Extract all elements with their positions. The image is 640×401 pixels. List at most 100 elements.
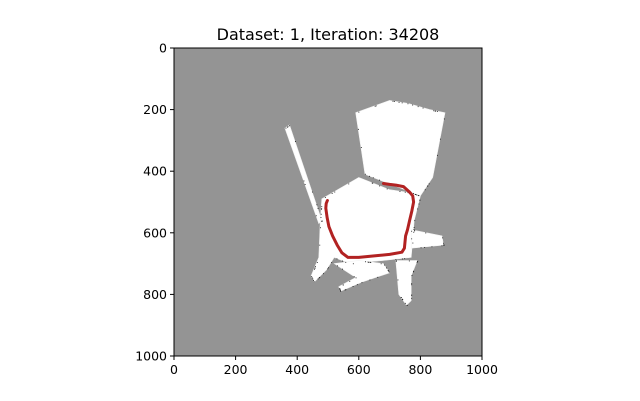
obstacle-speckle (319, 244, 321, 246)
obstacle-speckle (303, 180, 305, 182)
obstacle-speckle (411, 294, 413, 296)
obstacle-speckle (379, 185, 381, 187)
obstacle-speckle (399, 191, 401, 192)
obstacle-speckle (440, 138, 441, 140)
obstacle-speckle (419, 200, 421, 201)
obstacle-speckle (417, 208, 419, 210)
obstacle-speckle (289, 125, 290, 127)
obstacle-speckle (433, 110, 435, 112)
obstacle-speckle (435, 110, 436, 112)
x-tick-label: 200 (224, 362, 248, 377)
obstacle-speckle (395, 259, 397, 261)
obstacle-speckle (321, 206, 323, 208)
obstacle-speckle (414, 230, 416, 232)
obstacle-speckle (443, 244, 445, 246)
obstacle-speckle (412, 104, 414, 106)
y-tick-label: 1000 (135, 349, 167, 364)
obstacle-speckle (348, 183, 350, 185)
obstacle-speckle (404, 302, 406, 304)
obstacle-speckle (443, 245, 445, 246)
obstacle-speckle (404, 258, 406, 260)
obstacle-speckle (413, 270, 415, 272)
obstacle-speckle (406, 305, 408, 306)
obstacle-speckle (443, 118, 445, 120)
obstacle-speckle (407, 192, 409, 194)
obstacle-speckle (287, 126, 289, 128)
obstacle-speckle (320, 213, 322, 215)
obstacle-speckle (401, 102, 403, 104)
obstacle-speckle (397, 279, 399, 281)
obstacle-speckle (315, 215, 317, 217)
obstacle-speckle (411, 275, 413, 276)
obstacle-speckle (424, 189, 426, 191)
obstacle-speckle (422, 107, 424, 109)
obstacle-speckle (365, 261, 366, 263)
obstacle-speckle (370, 262, 372, 263)
obstacle-speckle (371, 182, 373, 184)
obstacle-speckle (352, 263, 354, 265)
obstacle-speckle (427, 185, 429, 187)
free-space-region (395, 260, 418, 306)
obstacle-speckle (311, 277, 313, 279)
obstacle-speckle (328, 267, 329, 269)
obstacle-speckle (336, 258, 338, 260)
obstacle-speckle (304, 184, 306, 185)
obstacle-speckle (411, 238, 413, 240)
obstacle-speckle (358, 128, 359, 130)
obstacle-speckle (321, 220, 323, 222)
obstacle-speckle (424, 247, 426, 248)
obstacle-speckle (352, 286, 354, 287)
obstacle-speckle (372, 182, 374, 184)
obstacle-speckle (314, 268, 315, 270)
x-tick-label: 600 (347, 362, 371, 377)
obstacle-speckle (317, 278, 319, 280)
obstacle-speckle (311, 276, 313, 278)
obstacle-speckle (339, 288, 341, 289)
obstacle-speckle (364, 173, 366, 175)
obstacle-speckle (334, 191, 336, 193)
obstacle-speckle (416, 261, 418, 263)
obstacle-speckle (321, 208, 323, 210)
plot-frame (173, 47, 483, 357)
y-tick-label: 0 (159, 41, 167, 56)
obstacle-speckle (316, 204, 318, 206)
obstacle-speckle (415, 194, 417, 195)
obstacle-speckle (313, 280, 314, 281)
obstacle-speckle (315, 266, 316, 268)
plot-area (174, 48, 482, 356)
obstacle-speckle (420, 247, 422, 249)
x-tick-label: 800 (408, 362, 432, 377)
x-tick-label: 400 (285, 362, 309, 377)
obstacle-speckle (386, 188, 388, 190)
x-tick-label: 1000 (466, 362, 498, 377)
obstacle-speckle (387, 270, 389, 271)
obstacle-speckle (320, 217, 322, 218)
obstacle-speckle (413, 227, 415, 228)
obstacle-speckle (369, 175, 370, 177)
obstacle-speckle (375, 105, 377, 107)
obstacle-speckle (287, 126, 288, 128)
obstacle-speckle (418, 203, 420, 205)
obstacle-speckle (285, 127, 287, 129)
obstacle-speckle (411, 297, 413, 299)
obstacle-speckle (402, 258, 403, 260)
obstacle-speckle (417, 106, 419, 108)
obstacle-speckle (395, 260, 397, 262)
obstacle-speckle (428, 183, 430, 185)
obstacle-speckle (353, 276, 355, 278)
obstacle-speckle (312, 191, 313, 193)
y-tick-label: 600 (143, 225, 167, 240)
free-space-region (333, 260, 391, 292)
obstacle-speckle (380, 263, 382, 265)
obstacle-speckle (425, 232, 427, 234)
obstacle-speckle (349, 280, 351, 282)
obstacle-speckle (369, 261, 371, 263)
obstacle-speckle (441, 245, 443, 247)
obstacle-speckle (358, 111, 360, 113)
obstacle-speckle (414, 194, 416, 195)
obstacle-speckle (312, 278, 314, 280)
obstacle-speckle (360, 147, 362, 148)
obstacle-speckle (400, 297, 402, 298)
obstacle-speckle (342, 268, 343, 270)
